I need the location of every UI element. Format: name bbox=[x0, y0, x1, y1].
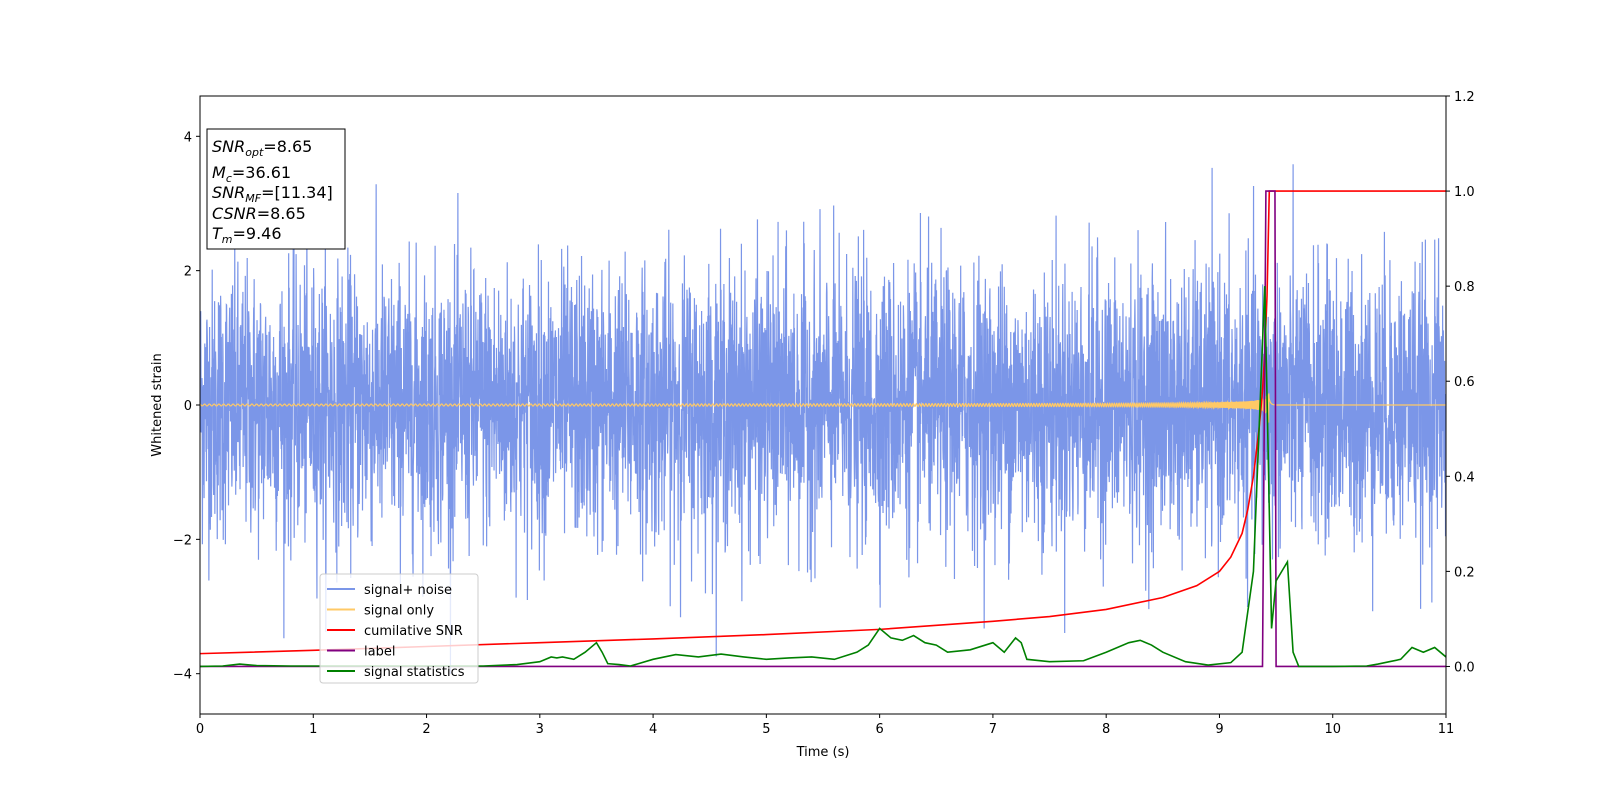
info-box: SNRopt=8.65 Mc=36.61 SNRMF=[11.34] CSNR=… bbox=[206, 128, 346, 250]
x-tick-label: 5 bbox=[762, 722, 770, 737]
info-mc-sub: c bbox=[226, 172, 232, 185]
legend-label-label: label bbox=[364, 645, 395, 660]
y2-tick-label: 0.6 bbox=[1454, 375, 1475, 390]
y-tick-label: −4 bbox=[173, 668, 192, 683]
y-tick-label: 0 bbox=[184, 399, 192, 414]
y-axis-left: 4 2 0 −2 −4 bbox=[173, 130, 200, 683]
info-tm-value: =9.46 bbox=[233, 224, 282, 243]
info-snr-opt-sub: opt bbox=[245, 146, 264, 159]
info-snr-mf: SNRMF=[11.34] bbox=[212, 183, 333, 205]
info-csnr-value: =8.65 bbox=[257, 204, 306, 223]
y2-tick-label: 0.0 bbox=[1454, 660, 1475, 675]
info-tm-main: T bbox=[212, 224, 223, 243]
info-snr-opt-value: =8.65 bbox=[263, 137, 312, 156]
plot-area bbox=[200, 164, 1446, 675]
y-tick-label: −2 bbox=[173, 533, 192, 548]
legend-label-signal-only: signal only bbox=[364, 604, 434, 619]
series-signal-only-line bbox=[200, 393, 1446, 423]
y-axis-label: Whitened strain bbox=[150, 353, 165, 456]
y-tick-label: 2 bbox=[184, 265, 192, 280]
series-signal-plus-noise-line bbox=[200, 164, 1446, 675]
info-csnr: CSNR=8.65 bbox=[212, 204, 306, 223]
y2-tick-label: 0.8 bbox=[1454, 280, 1475, 295]
x-tick-label: 8 bbox=[1102, 722, 1110, 737]
legend-label-signal-plus-noise: signal+ noise bbox=[364, 583, 452, 598]
x-tick-label: 3 bbox=[536, 722, 544, 737]
info-mc-main: M bbox=[212, 163, 226, 182]
series-signal-statistics-line bbox=[200, 286, 1446, 668]
x-tick-label: 10 bbox=[1324, 722, 1341, 737]
x-tick-label: 7 bbox=[989, 722, 997, 737]
x-tick-label: 1 bbox=[309, 722, 317, 737]
info-tm: Tm=9.46 bbox=[212, 224, 282, 246]
y2-tick-label: 0.2 bbox=[1454, 565, 1475, 580]
legend-frame bbox=[319, 573, 479, 684]
info-csnr-main: CSNR bbox=[212, 204, 257, 223]
y2-tick-label: 1.0 bbox=[1454, 185, 1475, 200]
legend-label-cumulative-snr: cumilative SNR bbox=[364, 624, 463, 639]
series-cumulative-snr-line bbox=[200, 190, 1446, 655]
x-tick-label: 9 bbox=[1215, 722, 1223, 737]
x-tick-label: 4 bbox=[649, 722, 657, 737]
legend-label-signal-statistics: signal statistics bbox=[364, 665, 465, 680]
x-axis: 0 1 2 3 4 5 6 7 8 9 10 11 bbox=[196, 714, 1454, 737]
info-tm-sub: m bbox=[222, 233, 233, 246]
info-mc: Mc=36.61 bbox=[212, 163, 291, 185]
info-snr-opt-main: SNR bbox=[212, 137, 245, 156]
info-snr-mf-value: =[11.34] bbox=[261, 183, 333, 202]
info-snr-mf-main: SNR bbox=[212, 183, 245, 202]
legend: signal+ noise signal only cumilative SNR la… bbox=[319, 573, 479, 684]
x-tick-label: 6 bbox=[875, 722, 883, 737]
info-box-frame bbox=[206, 128, 346, 250]
y2-tick-label: 0.4 bbox=[1454, 470, 1475, 485]
x-tick-label: 11 bbox=[1438, 722, 1455, 737]
y-axis-right: 1.2 1.0 0.8 0.6 0.4 0.2 0.0 bbox=[1446, 90, 1475, 675]
y2-tick-label: 1.2 bbox=[1454, 90, 1475, 105]
x-tick-label: 2 bbox=[422, 722, 430, 737]
y-tick-label: 4 bbox=[184, 130, 192, 145]
x-axis-label: Time (s) bbox=[796, 745, 850, 760]
info-mc-value: =36.61 bbox=[232, 163, 291, 182]
info-snr-opt: SNRopt=8.65 bbox=[212, 137, 312, 159]
info-snr-mf-sub: MF bbox=[245, 192, 261, 205]
x-tick-label: 0 bbox=[196, 722, 204, 737]
